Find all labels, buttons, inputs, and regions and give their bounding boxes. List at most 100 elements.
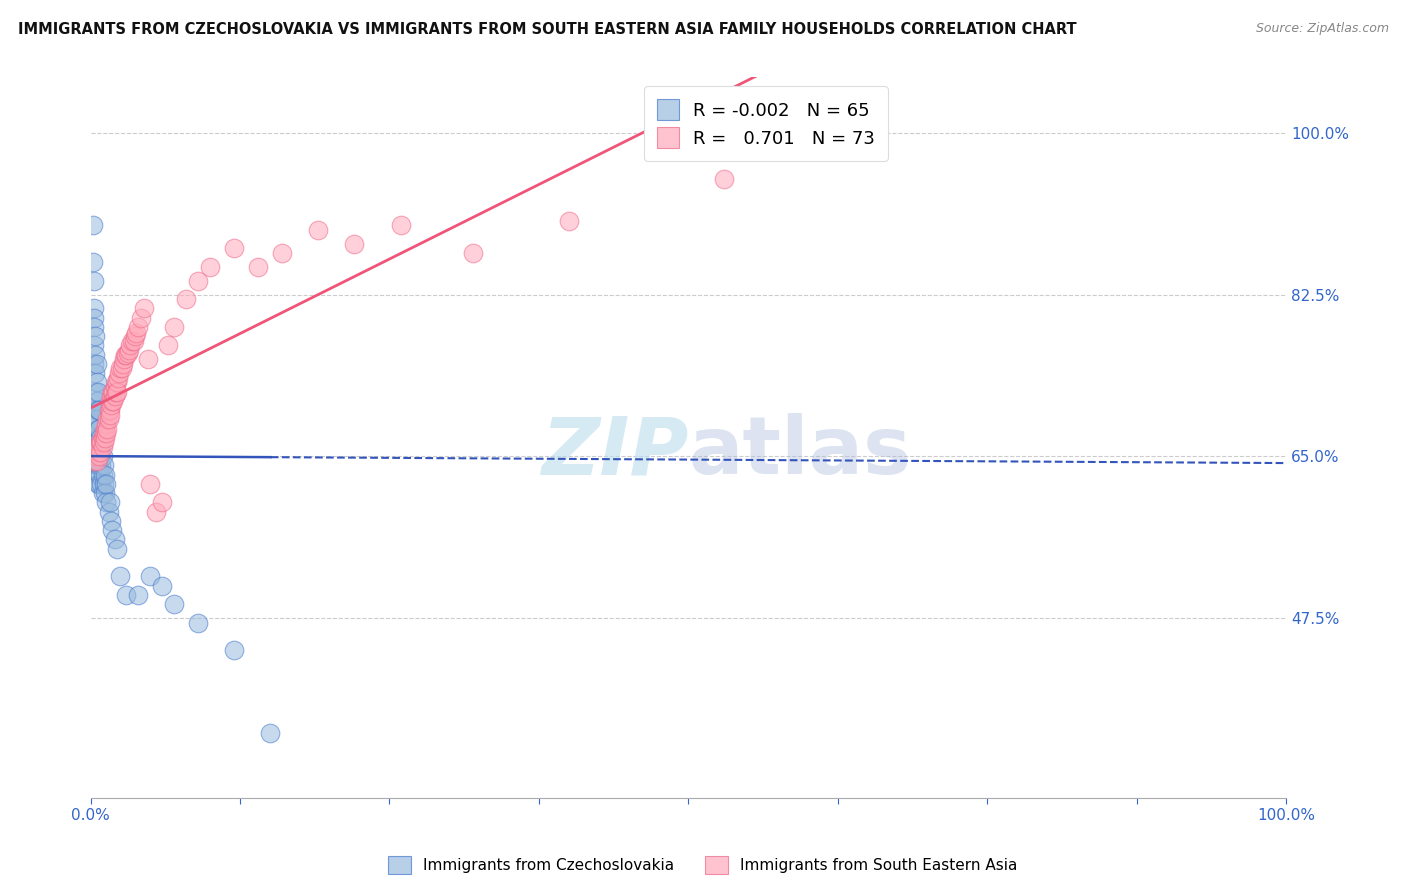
Point: [125, 326, 148, 341]
Point: [124, 329, 146, 343]
Point: [98, 393, 121, 408]
Point: [98, 403, 121, 417]
Point: [86, 454, 108, 468]
Point: [246, 260, 269, 274]
Point: [94, 431, 117, 445]
Point: [89, 444, 111, 458]
Point: [87, 444, 110, 458]
Point: [87, 477, 110, 491]
Text: Source: ZipAtlas.com: Source: ZipAtlas.com: [1256, 22, 1389, 36]
Point: [98, 408, 121, 422]
Point: [118, 343, 141, 357]
Point: [93, 435, 115, 450]
Point: [222, 241, 245, 255]
Point: [96, 477, 118, 491]
Point: [122, 334, 145, 348]
Point: [86, 440, 108, 454]
Point: [307, 223, 329, 237]
Point: [87, 421, 110, 435]
Point: [100, 389, 122, 403]
Point: [84, 412, 107, 426]
Point: [84, 384, 107, 399]
Point: [139, 477, 162, 491]
Point: [83, 338, 105, 352]
Point: [96, 421, 118, 435]
Point: [112, 352, 135, 367]
Point: [198, 260, 221, 274]
Point: [83, 319, 105, 334]
Point: [87, 384, 110, 399]
Point: [157, 338, 180, 352]
Point: [84, 366, 107, 380]
Point: [163, 319, 186, 334]
Point: [100, 514, 122, 528]
Point: [83, 454, 105, 468]
Point: [103, 380, 125, 394]
Point: [342, 236, 364, 251]
Point: [84, 431, 107, 445]
Point: [103, 389, 125, 403]
Point: [91, 467, 114, 482]
Point: [110, 569, 132, 583]
Point: [713, 172, 735, 186]
Point: [103, 384, 125, 399]
Point: [83, 310, 105, 325]
Point: [163, 597, 186, 611]
Point: [101, 393, 124, 408]
Point: [89, 449, 111, 463]
Point: [90, 435, 112, 450]
Point: [104, 384, 127, 399]
Point: [89, 431, 111, 445]
Point: [93, 426, 115, 441]
Point: [108, 366, 131, 380]
Point: [94, 486, 117, 500]
Point: [187, 274, 209, 288]
Point: [187, 615, 209, 630]
Point: [139, 569, 162, 583]
Point: [103, 393, 125, 408]
Point: [84, 449, 107, 463]
Point: [96, 417, 118, 431]
Point: [87, 403, 110, 417]
Point: [83, 357, 105, 371]
Point: [86, 393, 108, 408]
Point: [86, 431, 108, 445]
Point: [93, 477, 115, 491]
Point: [105, 376, 128, 390]
Point: [90, 477, 112, 491]
Point: [120, 338, 142, 352]
Point: [87, 403, 110, 417]
Point: [127, 588, 149, 602]
Point: [84, 449, 107, 463]
Point: [83, 301, 105, 316]
Point: [150, 578, 173, 592]
Point: [558, 213, 581, 227]
Point: [98, 495, 121, 509]
Point: [104, 376, 127, 390]
Point: [91, 449, 114, 463]
Point: [89, 467, 111, 482]
Point: [259, 726, 281, 740]
Point: [105, 541, 128, 556]
Point: [91, 431, 114, 445]
Point: [87, 458, 110, 473]
Point: [389, 219, 412, 233]
Point: [94, 467, 117, 482]
Point: [87, 449, 110, 463]
Point: [91, 486, 114, 500]
Point: [101, 384, 124, 399]
Point: [97, 412, 120, 426]
Point: [84, 329, 107, 343]
Point: [84, 348, 107, 362]
Point: [83, 274, 105, 288]
Point: [86, 449, 108, 463]
Point: [94, 421, 117, 435]
Point: [97, 505, 120, 519]
Point: [463, 246, 485, 260]
Point: [127, 319, 149, 334]
Point: [101, 523, 124, 537]
Point: [107, 370, 129, 384]
Point: [96, 426, 118, 441]
Point: [87, 458, 110, 473]
Point: [150, 495, 173, 509]
